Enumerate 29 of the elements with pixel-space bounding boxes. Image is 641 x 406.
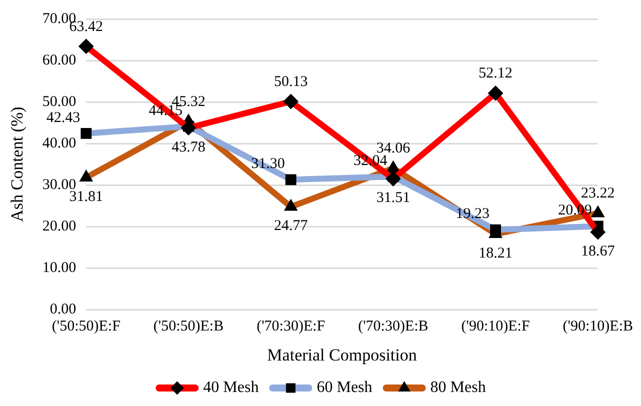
legend-label: 80 Mesh	[430, 379, 486, 396]
data-label: 43.78	[172, 139, 206, 156]
y-tick-label: 10.00	[42, 260, 76, 276]
data-label: 19.23	[456, 206, 490, 222]
legend-label: 40 Mesh	[203, 379, 259, 396]
data-label: 31.30	[251, 156, 285, 172]
y-tick-label: 50.00	[42, 94, 76, 110]
data-label: 18.67	[581, 244, 616, 260]
legend-label: 60 Mesh	[316, 379, 372, 396]
x-axis-title: Material Composition	[267, 345, 418, 364]
y-tick-label: 20.00	[42, 218, 76, 235]
y-tick-label: 60.00	[42, 52, 76, 68]
x-tick-label: ('70:30)E:B	[358, 318, 428, 335]
x-tick-label: ('90:10)E:F	[461, 318, 530, 335]
y-tick-label: 40.00	[42, 135, 76, 152]
data-label: 42.43	[46, 110, 80, 126]
data-label: 18.21	[478, 245, 512, 262]
data-label: 24.77	[274, 218, 308, 234]
x-tick-label: ('50:50)E:B	[153, 318, 224, 335]
x-tick-label: ('70:30)E:F	[256, 318, 326, 335]
x-tick-label: ('50:50)E:F	[52, 318, 120, 335]
data-label: 31.51	[376, 190, 410, 206]
data-label: 31.81	[69, 188, 104, 205]
data-label: 50.13	[274, 74, 308, 90]
y-tick-label: 0.00	[50, 302, 76, 318]
y-axis-title: Ash Content (%)	[8, 106, 27, 222]
data-label: 23.22	[581, 186, 615, 202]
x-tick-label: ('90:10)E:B	[562, 318, 634, 335]
data-label: 52.12	[478, 66, 512, 82]
